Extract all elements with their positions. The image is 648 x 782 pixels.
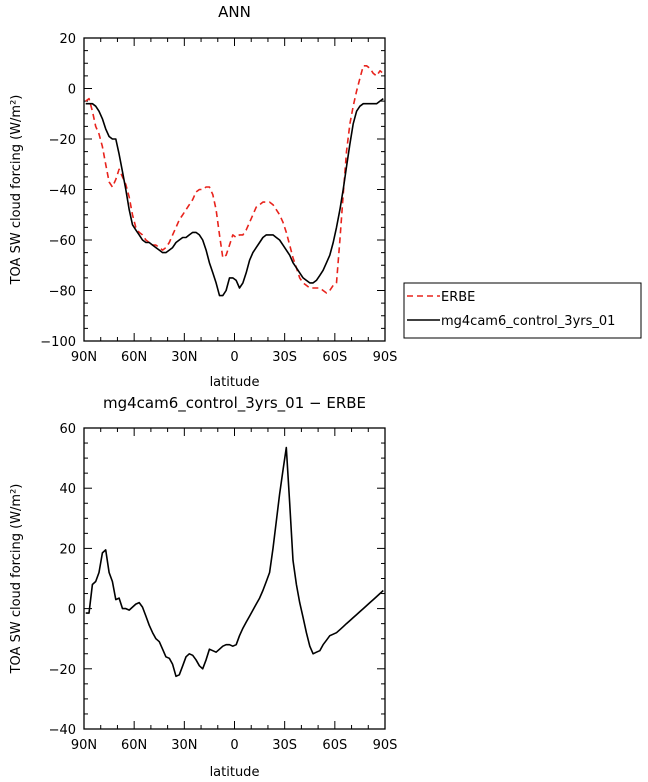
legend-box [403, 282, 642, 339]
y-tick-label: −40 [49, 723, 76, 738]
y-tick-label: 0 [68, 83, 76, 98]
x-axis-label: latitude [210, 375, 260, 390]
series-line-0 [85, 446, 384, 678]
x-tick-label: 60S [322, 350, 347, 365]
y-axis-label: TOA SW cloud forcing (W/m²) [9, 484, 24, 675]
plot-frame [83, 427, 386, 730]
x-tick-label: 90S [373, 350, 398, 365]
series-line-mg4cam6-control-3yrs-01 [85, 97, 384, 297]
y-tick-label: −40 [49, 184, 76, 199]
y-tick-label: 0 [68, 603, 76, 618]
x-tick-label: 90S [373, 738, 398, 753]
chart-title: ANN [218, 3, 251, 21]
plot-frame [83, 37, 386, 342]
y-tick-label: 20 [59, 542, 76, 557]
y-tick-label: −20 [49, 133, 76, 148]
top-chart-panel: 90N 60N 30N 0 30S 60S 90S −100 −80 −60 −40 −20 0 20 AN… [9, 3, 397, 390]
x-tick-label: 60S [322, 738, 347, 753]
y-tick-label: −80 [49, 285, 76, 300]
x-tick-label: 0 [230, 738, 238, 753]
y-tick-label: 60 [59, 422, 76, 437]
x-axis-label: latitude [210, 765, 260, 780]
y-tick-label: −60 [49, 234, 76, 249]
x-tick-label: 0 [230, 350, 238, 365]
y-tick-label: 20 [59, 32, 76, 47]
series-line-erbe [85, 65, 384, 294]
legend-label: mg4cam6_control_3yrs_01 [441, 314, 615, 329]
x-tick-label: 60N [121, 738, 147, 753]
y-tick-label: 40 [59, 482, 76, 497]
bottom-chart-panel: 90N 60N 30N 0 30S 60S 90S −40 −20 0 20 40 60 mg4cam6_… [9, 394, 397, 780]
y-tick-label: −100 [40, 335, 76, 350]
x-tick-label: 30N [171, 738, 197, 753]
x-tick-label: 90N [71, 738, 97, 753]
y-axis-label: TOA SW cloud forcing (W/m²) [9, 95, 24, 286]
y-tick-label: −20 [49, 663, 76, 678]
chart-title: mg4cam6_control_3yrs_01 − ERBE [103, 394, 366, 413]
x-tick-label: 30N [171, 350, 197, 365]
legend: ERBE mg4cam6_control_3yrs_01 [403, 282, 642, 339]
x-tick-label: 60N [121, 350, 147, 365]
legend-label: ERBE [441, 290, 475, 305]
x-tick-label: 90N [71, 350, 97, 365]
x-tick-label: 30S [272, 350, 297, 365]
x-tick-label: 30S [272, 738, 297, 753]
